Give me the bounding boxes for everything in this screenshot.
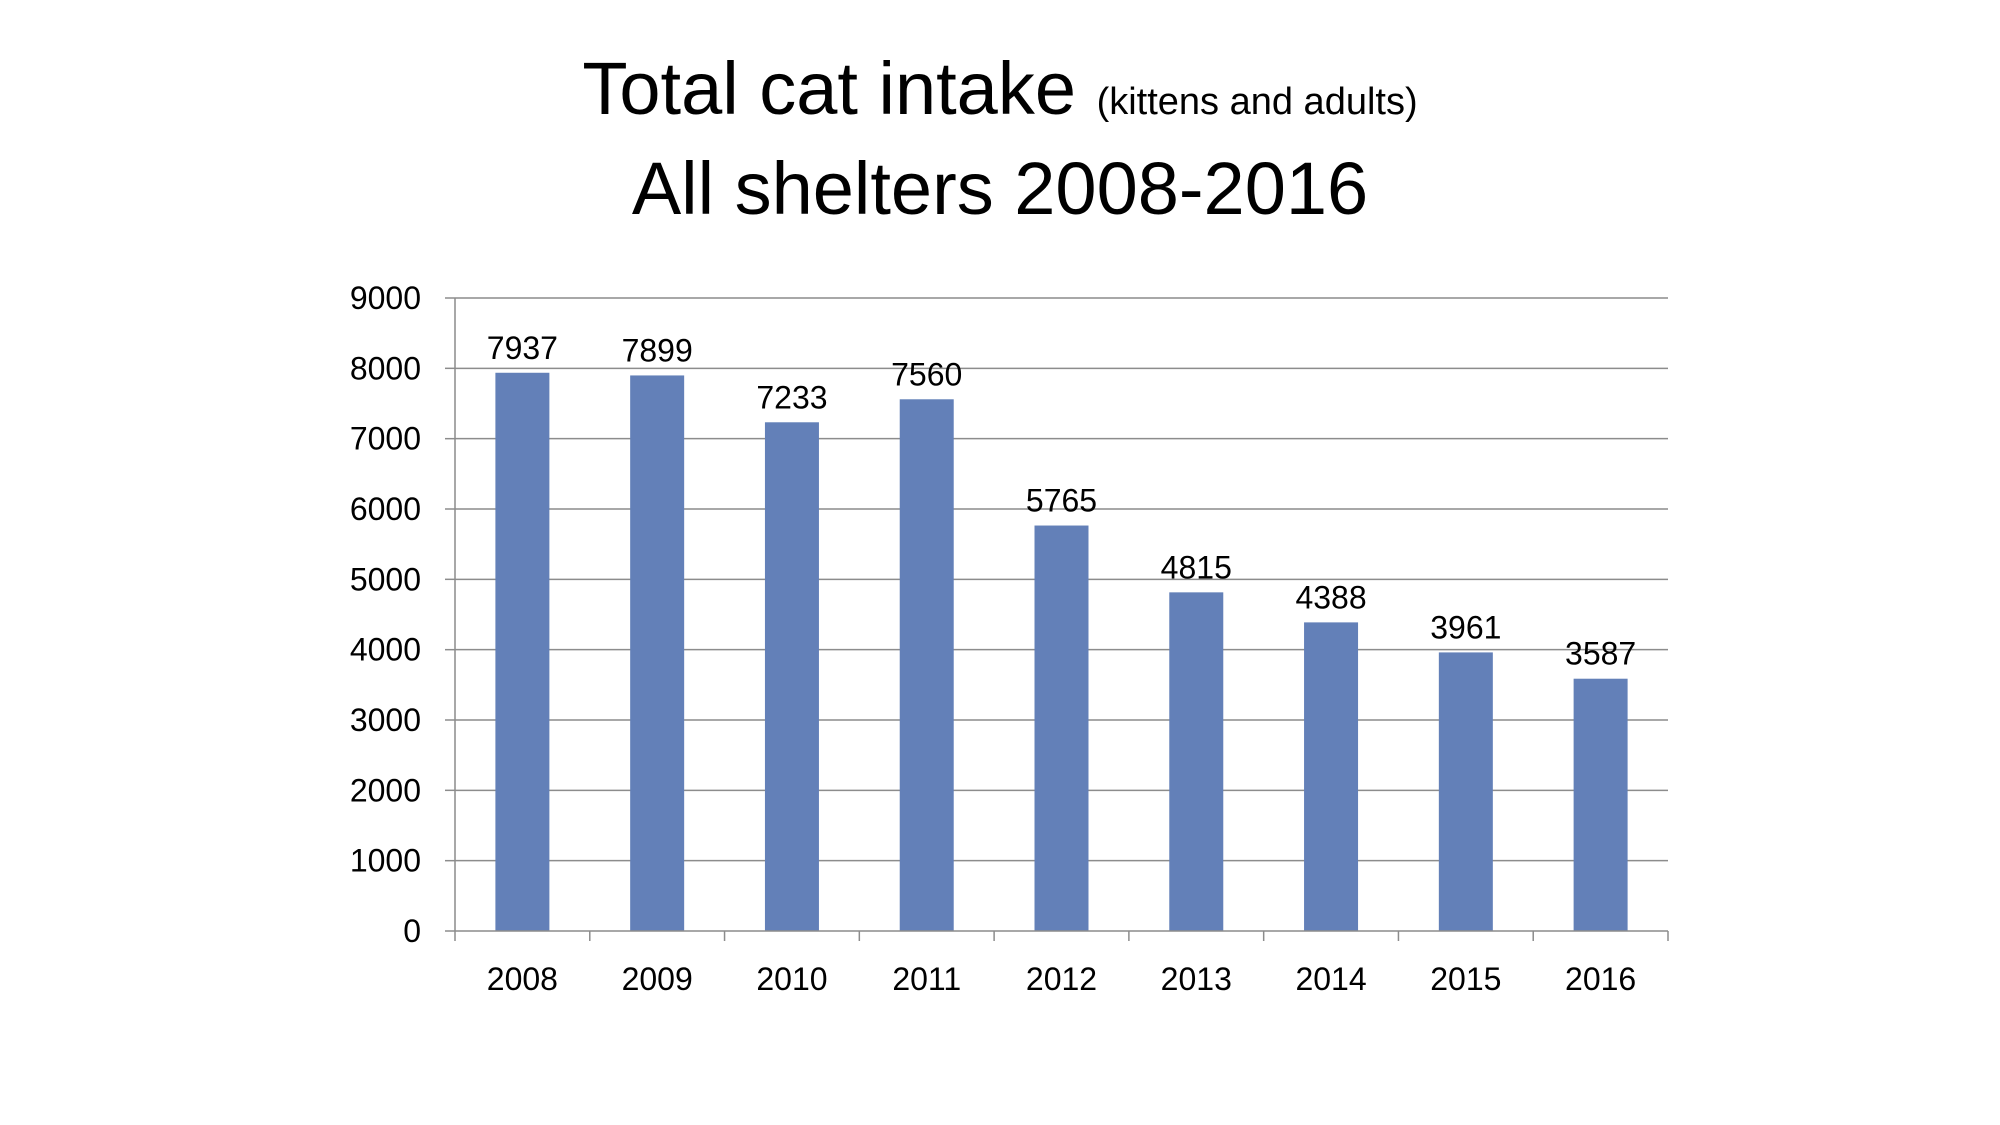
y-tick-label: 3000 <box>350 702 421 738</box>
chart-title-main: Total cat intake <box>582 47 1076 130</box>
bar <box>1573 678 1628 931</box>
data-label: 5765 <box>1026 483 1097 519</box>
x-tick-label: 2016 <box>1565 961 1636 997</box>
axes: 0 1000 2000 3000 4000 5000 6000 7000 8000 9000 200… <box>350 280 1669 997</box>
chart-subtitle: All shelters 2008-2016 <box>631 147 1369 230</box>
x-tick-label: 2012 <box>1026 961 1097 997</box>
data-label: 7937 <box>487 330 558 366</box>
bar <box>630 375 685 931</box>
chart-title: Total cat intake (kittens and adults) <box>0 52 2000 126</box>
bar <box>1438 652 1493 931</box>
x-tick-label: 2011 <box>892 961 961 997</box>
y-tick-label: 0 <box>403 913 421 949</box>
data-label: 3587 <box>1565 636 1636 672</box>
y-tick-label: 4000 <box>350 632 421 668</box>
data-label: 3961 <box>1430 609 1501 645</box>
bar <box>899 399 954 931</box>
x-tick-label: 2014 <box>1295 961 1366 997</box>
bar <box>1034 525 1089 931</box>
data-label: 4388 <box>1295 579 1366 615</box>
y-tick-label: 8000 <box>350 350 421 386</box>
y-tick-label: 2000 <box>350 772 421 808</box>
y-tick-label: 1000 <box>350 843 421 879</box>
y-tick-label: 5000 <box>350 561 421 597</box>
bar <box>495 372 550 931</box>
data-label: 7233 <box>756 379 827 415</box>
bar <box>1169 592 1224 931</box>
bar <box>764 422 819 931</box>
y-tick-label: 6000 <box>350 491 421 527</box>
bars <box>495 372 1628 931</box>
x-tick-label: 2015 <box>1430 961 1501 997</box>
chart-title-block: Total cat intake (kittens and adults) Al… <box>0 0 2000 250</box>
bar <box>1304 622 1359 931</box>
x-tick-label: 2010 <box>756 961 827 997</box>
data-label: 7560 <box>891 356 962 392</box>
y-tick-label: 7000 <box>350 421 421 457</box>
data-label: 4815 <box>1161 549 1232 585</box>
x-tick-label: 2013 <box>1161 961 1232 997</box>
x-tick-label: 2009 <box>622 961 693 997</box>
y-tick-label: 9000 <box>350 280 421 316</box>
data-label: 7899 <box>622 332 693 368</box>
x-tick-label: 2008 <box>487 961 558 997</box>
data-labels: 7937 7899 7233 7560 5765 4815 4388 3961 3587 <box>487 330 1636 672</box>
chart-title-suffix: (kittens and adults) <box>1096 81 1418 123</box>
